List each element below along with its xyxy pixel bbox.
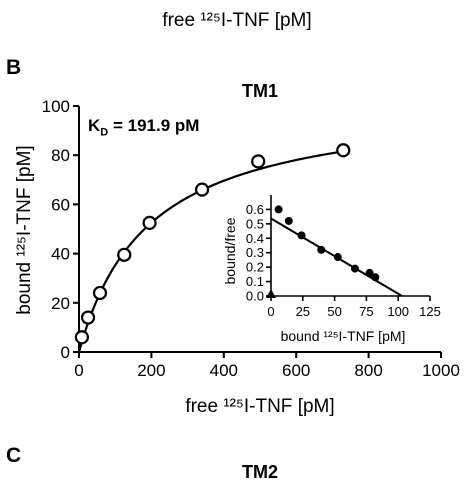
y-tick-label: 20 xyxy=(51,294,70,313)
panel-label-c: C xyxy=(6,444,22,467)
data-point xyxy=(251,154,266,169)
inset-y-tick-label: 0.2 xyxy=(246,260,264,275)
data-point xyxy=(92,285,108,301)
inset-y-tick-label: 0.4 xyxy=(246,231,264,246)
y-tick-label: 40 xyxy=(51,245,70,264)
inset-y-tick-label: 0.0 xyxy=(246,289,264,304)
data-point xyxy=(80,310,96,325)
kd-annotation: KD = 191.9 pM xyxy=(88,116,200,139)
inset-data-point xyxy=(333,253,342,262)
top-xaxis-title: free ¹²⁵I-TNF [pM] xyxy=(162,10,312,31)
y-tick-label: 60 xyxy=(51,195,70,214)
data-point xyxy=(74,330,89,345)
inset-data-point xyxy=(371,273,380,282)
y-axis-title: bound ¹²⁵I-TNF [pM] xyxy=(14,145,35,315)
inset-data-point xyxy=(365,268,374,277)
data-point xyxy=(142,215,157,230)
chart-title: TM1 xyxy=(242,81,278,101)
y-tick-label: 100 xyxy=(42,97,70,116)
inset-y-tick-label: 0.5 xyxy=(246,216,264,231)
inset-origin-marker xyxy=(266,289,276,298)
inset-data-point xyxy=(284,216,293,225)
x-tick-label: 0 xyxy=(74,361,83,380)
inset-x-tick-label: 75 xyxy=(359,304,373,319)
data-point xyxy=(194,182,210,197)
inset-y-tick-label: 0.6 xyxy=(246,202,264,217)
inset-data-point xyxy=(274,205,283,214)
x-tick-label: 800 xyxy=(354,361,382,380)
inset-y-axis-title: bound/free xyxy=(222,217,238,285)
main-data-points xyxy=(74,143,351,345)
x-tick-label: 600 xyxy=(282,361,310,380)
inset-data-point xyxy=(297,231,306,240)
inset-x-tick-label: 25 xyxy=(296,304,310,319)
inset-data-point xyxy=(317,245,326,254)
data-point xyxy=(117,247,132,262)
inset-x-tick-label: 0 xyxy=(267,304,274,319)
y-tick-label: 0 xyxy=(61,343,70,362)
panel-c-title: TM2 xyxy=(242,462,278,482)
x-tick-label: 400 xyxy=(210,361,238,380)
inset-data-points xyxy=(266,205,380,298)
inset-data-point xyxy=(350,264,359,273)
inset-axes: 0 25 50 75 100 125 0.00.10.20.30.40.50.6 xyxy=(233,187,441,348)
inset-x-tick-label: 100 xyxy=(387,304,409,319)
inset-x-tick-label: 125 xyxy=(419,304,441,319)
inset-x-tick-label: 50 xyxy=(327,304,341,319)
x-tick-label: 1000 xyxy=(422,361,460,380)
inset-y-tick-label: 0.1 xyxy=(246,274,264,289)
panel-label-b: B xyxy=(6,56,22,79)
data-point xyxy=(336,143,351,158)
x-axis-title: free ¹²⁵I-TNF [pM] xyxy=(185,396,335,417)
inset-y-tick-label: 0.3 xyxy=(246,245,264,260)
y-tick-label: 80 xyxy=(51,146,70,165)
inset-x-axis-title: bound ¹²⁵I-TNF [pM] xyxy=(280,328,406,344)
x-tick-label: 200 xyxy=(137,361,165,380)
